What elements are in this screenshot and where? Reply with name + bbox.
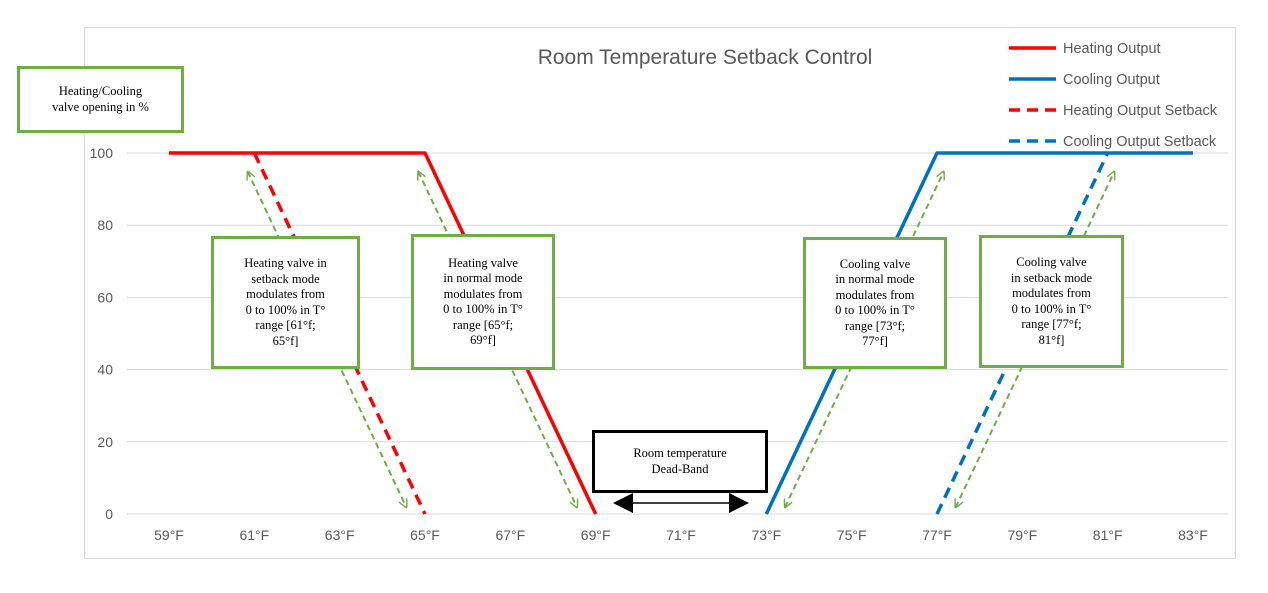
heating-normal-note: Heating valve in normal mode modulates f… xyxy=(411,234,555,370)
x-tick-label: 77°F xyxy=(922,527,952,543)
x-tick-label: 67°F xyxy=(495,527,525,543)
y-tick-label: 40 xyxy=(97,362,113,378)
deadband-note: Room temperature Dead-Band xyxy=(592,430,768,493)
cooling-normal-note: Cooling valve in normal mode modulates f… xyxy=(803,237,947,369)
legend-label: Heating Output Setback xyxy=(1063,103,1218,119)
y-axis-note: Heating/Cooling valve opening in % xyxy=(17,66,184,133)
y-axis-ticks: 0 20 40 60 80 100 xyxy=(90,145,114,522)
y-tick-label: 60 xyxy=(97,289,113,305)
legend-label: Cooling Output xyxy=(1063,72,1160,88)
y-tick-label: 20 xyxy=(97,434,113,450)
x-tick-label: 83°F xyxy=(1178,527,1208,543)
x-tick-label: 73°F xyxy=(751,527,781,543)
x-tick-label: 59°F xyxy=(154,527,184,543)
x-tick-label: 81°F xyxy=(1093,527,1123,543)
x-tick-label: 61°F xyxy=(239,527,269,543)
x-tick-label: 79°F xyxy=(1007,527,1037,543)
x-tick-label: 65°F xyxy=(410,527,440,543)
y-tick-label: 80 xyxy=(97,217,113,233)
chart-title: Room Temperature Setback Control xyxy=(538,46,873,69)
x-tick-label: 69°F xyxy=(581,527,611,543)
x-tick-label: 75°F xyxy=(837,527,867,543)
legend-label: Heating Output xyxy=(1063,41,1161,57)
heating-setback-note: Heating valve in setback mode modulates … xyxy=(211,236,360,369)
legend: Heating Output Cooling Output Heating Outp… xyxy=(1009,41,1218,150)
y-tick-label: 100 xyxy=(90,145,114,161)
x-tick-label: 63°F xyxy=(325,527,355,543)
x-tick-label: 71°F xyxy=(666,527,696,543)
legend-label: Cooling Output Setback xyxy=(1063,134,1217,150)
cooling-setback-note: Cooling valve in setback mode modulates … xyxy=(979,235,1124,368)
x-axis-ticks: 59°F 61°F 63°F 65°F 67°F 69°F 71°F 73°F 75°F 77°F… xyxy=(154,527,1208,543)
y-tick-label: 0 xyxy=(105,506,113,522)
